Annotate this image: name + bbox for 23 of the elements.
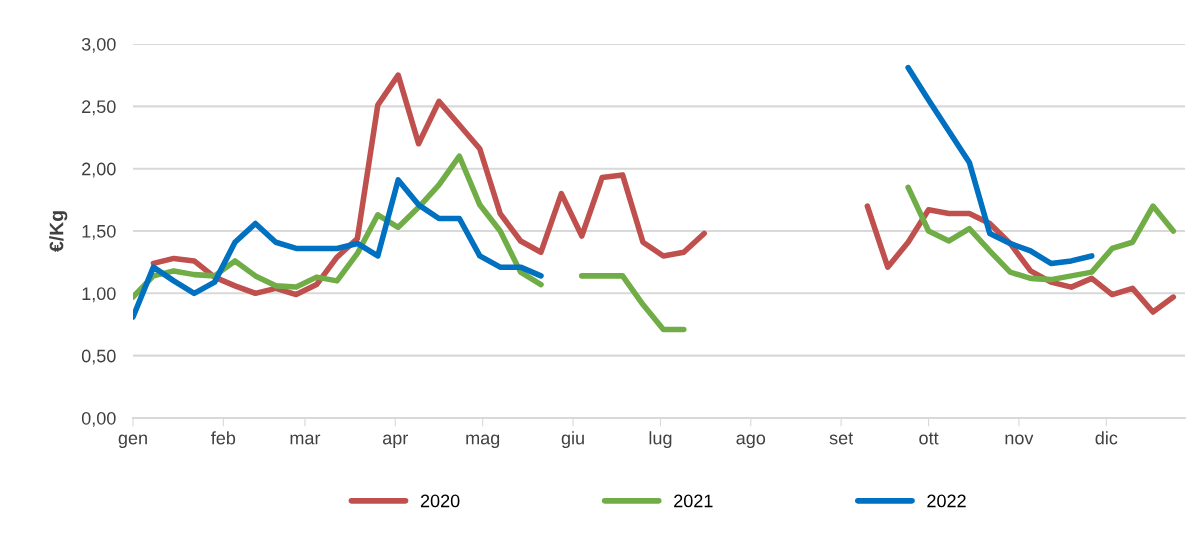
- y-tick-label: 3,00: [81, 37, 116, 53]
- x-tick-label: ago: [736, 434, 766, 449]
- y-axis-title: €/Kg: [49, 211, 68, 252]
- x-tick-label: mar: [290, 434, 321, 445]
- y-tick-label: 0,50: [81, 349, 116, 365]
- x-tick-label: dic: [1095, 431, 1118, 445]
- x-tick-label: gen: [118, 434, 147, 449]
- y-tick-label: 2,00: [82, 162, 116, 178]
- legend-label: 2021: [674, 494, 713, 508]
- x-tick-label: feb: [211, 431, 236, 445]
- x-tick-label: set: [829, 432, 854, 445]
- legend-label: 2020: [420, 494, 460, 508]
- legend-label: 2022: [927, 494, 966, 508]
- y-tick-label: 1,00: [82, 287, 116, 303]
- x-tick-label: apr: [382, 434, 409, 449]
- x-tick-label: lug: [649, 431, 672, 449]
- y-tick-label: 0,00: [81, 411, 116, 427]
- y-tick-label: 1,50: [82, 224, 116, 240]
- y-tick-label: 2,50: [82, 100, 116, 116]
- x-tick-label: mag: [466, 434, 500, 449]
- x-tick-label: giu: [561, 431, 584, 449]
- x-tick-label: ott: [919, 432, 939, 445]
- x-tick-label: nov: [1005, 434, 1034, 445]
